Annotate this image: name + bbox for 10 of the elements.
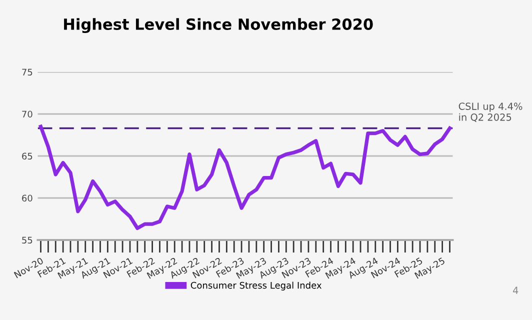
y-tick-label: 60 xyxy=(22,194,32,202)
text: 4 xyxy=(512,286,518,294)
y-tick-label: 70 xyxy=(22,110,32,118)
line-series xyxy=(38,124,452,230)
ref-line-label: CSLI up 4.4% in Q2 2025 xyxy=(458,102,522,122)
y-tick-label: 65 xyxy=(22,152,32,160)
y-tick-label: 55 xyxy=(22,236,32,244)
legend-label: Consumer Stress Legal Index xyxy=(190,282,322,290)
y-tick-label: 75 xyxy=(22,68,32,76)
chart-title: Highest Level Since November 2020 xyxy=(64,18,373,34)
